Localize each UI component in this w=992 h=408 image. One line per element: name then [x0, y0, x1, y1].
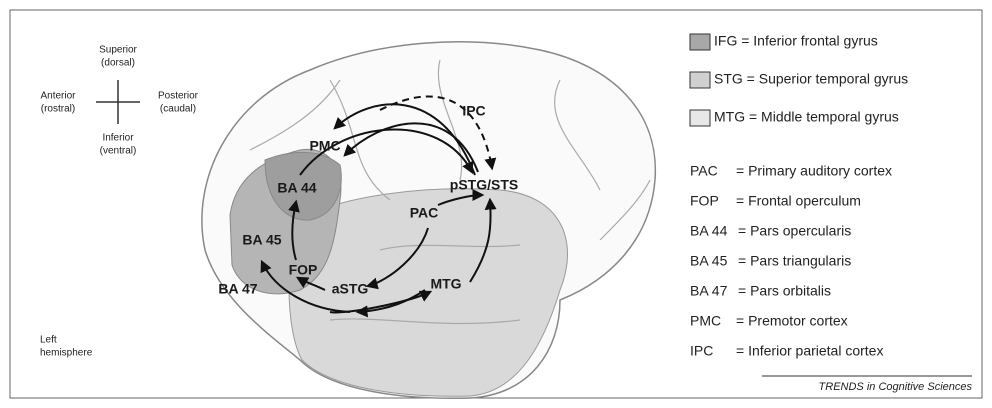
definition: = Primary auditory cortex [736, 163, 892, 179]
abbreviation: IPC [690, 343, 713, 359]
abbreviation: BA 47 [690, 283, 728, 299]
legend-label: MTG = Middle temporal gyrus [714, 109, 899, 125]
definition: = Frontal operculum [736, 193, 861, 209]
legend-label: IFG = Inferior frontal gyrus [714, 33, 878, 49]
region-label: BA 44 [277, 180, 316, 196]
region-label: BA 47 [218, 281, 257, 297]
legend-swatch [689, 33, 711, 51]
region-label: IPC [462, 103, 485, 119]
legend-swatch [689, 109, 711, 127]
abbreviation: BA 44 [690, 223, 728, 239]
source: TRENDS in Cognitive Sciences [819, 381, 973, 393]
region-label: aSTG [332, 281, 369, 297]
region-label: BA 45 [242, 232, 281, 248]
orientation-label: (dorsal) [101, 58, 135, 69]
orientation-label: Posterior [158, 91, 199, 102]
abbreviation: BA 45 [690, 253, 728, 269]
orientation-cross [96, 80, 140, 124]
hemisphere-label: Left [40, 335, 57, 346]
definition: = Pars orbitalis [738, 283, 831, 299]
legend-swatch [689, 71, 711, 89]
orientation-label: Anterior [40, 91, 76, 102]
definition: = Pars opercularis [738, 223, 851, 239]
definition: = Inferior parietal cortex [736, 343, 883, 359]
abbreviation: FOP [690, 193, 719, 209]
region-label: MTG [430, 276, 461, 292]
brain [201, 41, 657, 399]
region-label: FOP [289, 262, 318, 278]
orientation-label: Superior [99, 45, 137, 56]
orientation-label: (rostral) [41, 104, 75, 115]
orientation-label: Inferior [102, 133, 134, 144]
orientation-label: (caudal) [160, 104, 196, 115]
legend-label: STG = Superior temporal gyrus [714, 71, 908, 87]
region-label: pSTG/STS [450, 177, 518, 193]
orientation-label: (ventral) [100, 146, 137, 157]
region-label: PMC [309, 138, 340, 154]
region-label: PAC [410, 205, 439, 221]
hemisphere-label: hemisphere [40, 348, 93, 359]
abbreviation: PMC [690, 313, 721, 329]
definition: = Pars triangularis [738, 253, 851, 269]
abbreviation: PAC [690, 163, 718, 179]
definition: = Premotor cortex [736, 313, 848, 329]
connections [260, 95, 497, 318]
